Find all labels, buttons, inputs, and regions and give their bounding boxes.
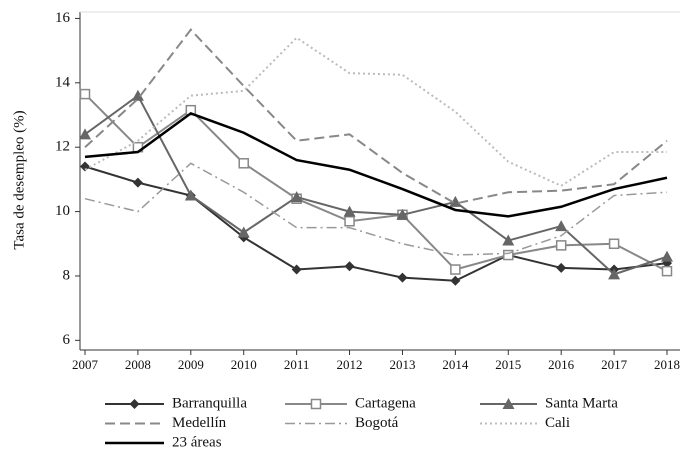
data-point	[238, 158, 249, 169]
x-tick-label: 2010	[231, 357, 257, 372]
x-tick-label: 2015	[495, 357, 521, 372]
data-point	[344, 215, 355, 227]
data-point	[661, 265, 673, 277]
data-point	[344, 261, 355, 272]
data-point	[132, 177, 143, 188]
data-point	[343, 205, 356, 217]
x-tick-label: 2007	[72, 357, 99, 372]
legend-label: Medellín	[172, 415, 227, 431]
y-tick-label: 6	[63, 332, 71, 348]
y-tick-label: 10	[55, 203, 70, 219]
data-point	[661, 250, 673, 262]
x-tick-label: 2012	[337, 357, 363, 372]
data-point	[397, 272, 408, 283]
data-point	[556, 262, 567, 273]
legend-marker	[129, 399, 140, 409]
x-tick-label: 2008	[125, 357, 151, 372]
legend-label: Cartagena	[355, 395, 416, 411]
data-point	[79, 128, 91, 140]
data-point	[291, 264, 302, 275]
data-point	[396, 208, 409, 220]
data-point	[555, 220, 568, 232]
data-point	[608, 268, 621, 280]
x-tick-label: 2014	[442, 357, 469, 372]
data-point	[450, 275, 461, 286]
data-point	[237, 226, 250, 238]
legend-label: Cali	[545, 415, 570, 431]
data-point	[290, 191, 303, 203]
series-line	[84, 162, 668, 256]
y-axis-label: Tasa de desempleo (%)	[11, 110, 27, 249]
x-tick-label: 2016	[548, 357, 575, 372]
legend-label: Santa Marta	[545, 395, 618, 411]
y-tick-label: 8	[63, 267, 71, 283]
data-point	[555, 240, 567, 251]
data-point	[450, 264, 461, 275]
series-line	[84, 36, 667, 187]
x-tick-label: 2009	[178, 357, 204, 372]
x-tick-label: 2018	[654, 357, 680, 372]
data-point	[131, 89, 144, 101]
legend-marker	[502, 398, 515, 409]
data-point	[502, 234, 515, 246]
data-point	[608, 238, 620, 250]
y-tick-label: 14	[55, 74, 71, 90]
series-line	[84, 93, 668, 273]
y-tick-label: 16	[55, 10, 71, 26]
series-line	[84, 28, 668, 205]
x-tick-label: 2013	[389, 357, 415, 372]
data-point	[80, 161, 90, 172]
series-line	[84, 111, 668, 218]
data-point	[79, 88, 91, 100]
legend-label: Barranquilla	[172, 395, 247, 411]
series-line	[84, 94, 668, 276]
data-point	[184, 189, 197, 201]
y-tick-label: 12	[55, 139, 70, 155]
legend-label: Bogotá	[355, 415, 399, 431]
x-tick-label: 2017	[601, 357, 628, 372]
series-line	[84, 165, 668, 282]
legend-marker	[310, 398, 322, 410]
legend-label: 23 áreas	[172, 434, 222, 450]
data-point	[503, 249, 514, 261]
data-point	[449, 195, 462, 207]
x-tick-label: 2011	[284, 357, 310, 372]
